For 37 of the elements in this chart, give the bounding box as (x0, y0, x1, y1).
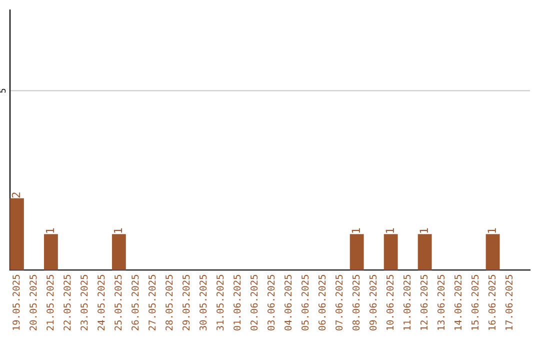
x-tick-label: 17.06.2025 (505, 274, 513, 330)
x-tick-label: 08.06.2025 (352, 274, 360, 330)
x-tick-label: 07.06.2025 (335, 274, 343, 330)
data-label: 1 (386, 228, 394, 233)
x-tick-label: 29.05.2025 (182, 274, 190, 330)
x-tick-label: 02.06.2025 (250, 274, 258, 330)
x-tick-label: 14.06.2025 (454, 274, 462, 330)
x-tick-label: 20.05.2025 (30, 274, 37, 330)
x-tick-label: 04.06.2025 (284, 274, 292, 330)
x-tick-label: 13.06.2025 (437, 274, 445, 330)
x-tick-label: 03.06.2025 (267, 274, 275, 330)
x-tick-label: 28.05.2025 (166, 274, 173, 330)
x-tick-label: 09.06.2025 (369, 274, 377, 330)
x-tick-label: 24.05.2025 (98, 274, 105, 330)
x-tick-label: 12.06.2025 (420, 274, 428, 330)
x-tick-label: 05.06.2025 (301, 274, 309, 330)
data-label: 2 (12, 192, 20, 198)
x-tick-label: 01.06.2025 (234, 274, 241, 330)
data-label: 1 (488, 228, 496, 233)
x-tick-label: 25.05.2025 (114, 274, 122, 330)
data-label: 1 (420, 228, 428, 233)
x-tick-label: 11.06.2025 (403, 274, 411, 330)
data-label: 1 (114, 228, 122, 233)
x-tick-label: 30.05.2025 (200, 274, 207, 330)
x-tick-label: 27.05.2025 (148, 274, 156, 330)
x-tick-label: 16.06.2025 (488, 274, 496, 330)
x-tick-label: 06.06.2025 (318, 274, 326, 330)
x-tick-label: 10.06.2025 (386, 274, 394, 330)
data-label: 1 (46, 228, 54, 233)
x-tick-label: 31.05.2025 (216, 274, 224, 330)
x-tick-label: 23.05.2025 (80, 274, 88, 330)
x-tick-label: 19.05.2025 (12, 274, 20, 330)
x-tick-label: 15.06.2025 (471, 274, 479, 330)
x-tick-label: 26.05.2025 (132, 274, 139, 330)
x-tick-label: 22.05.2025 (64, 274, 71, 330)
data-label: 1 (352, 228, 360, 233)
x-tick-label: 21.05.2025 (46, 274, 54, 330)
